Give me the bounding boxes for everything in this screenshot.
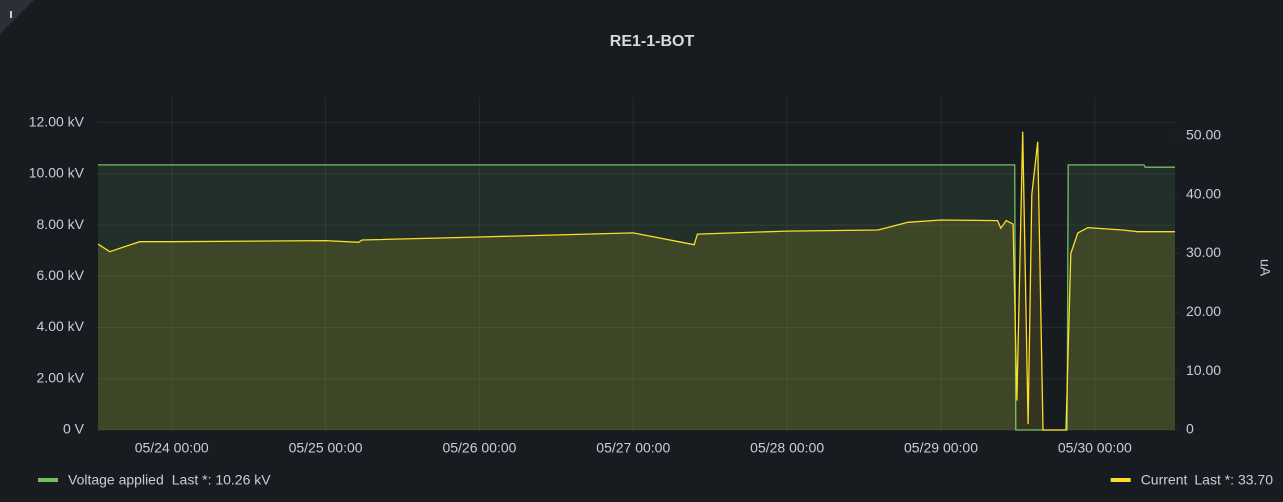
legend-name: Voltage applied [68, 472, 164, 488]
series-line [98, 164, 1175, 431]
series-area [98, 131, 1175, 430]
y2-tick-label: 20.00 [1186, 303, 1221, 319]
y2-tick-label: 30.00 [1186, 244, 1221, 260]
y-tick-label: 10.00 kV [29, 165, 85, 181]
y2-tick-label: 0 [1186, 421, 1194, 437]
y-tick-label: 6.00 kV [37, 267, 85, 283]
x-tick-label: 05/29 00:00 [904, 440, 978, 456]
legend-name: Current [1141, 472, 1188, 488]
y-tick-label: 12.00 kV [29, 113, 85, 129]
info-corner[interactable] [0, 0, 34, 34]
y-tick-label: 0 V [63, 421, 85, 437]
legend-last: Last *: 10.26 kV [172, 472, 272, 488]
x-tick-label: 05/27 00:00 [596, 440, 670, 456]
series-area [98, 164, 1175, 430]
x-tick-label: 05/25 00:00 [289, 440, 363, 456]
legend-swatch [38, 478, 58, 482]
x-tick-label: 05/24 00:00 [135, 440, 209, 456]
y2-tick-label: 50.00 [1186, 127, 1221, 143]
info-icon [10, 11, 12, 18]
y2-axis-label: uA [1257, 259, 1273, 277]
y-tick-label: 8.00 kV [37, 216, 85, 232]
series-line [97, 131, 1175, 431]
x-tick-label: 05/28 00:00 [750, 440, 824, 456]
y-tick-label: 4.00 kV [37, 318, 85, 334]
x-tick-label: 05/30 00:00 [1058, 440, 1132, 456]
y2-tick-label: 40.00 [1186, 185, 1221, 201]
legend-last: Last *: 33.70 [1194, 472, 1273, 488]
y-tick-label: 2.00 kV [37, 369, 85, 385]
x-tick-label: 05/26 00:00 [442, 440, 516, 456]
y2-tick-label: 10.00 [1186, 362, 1221, 378]
legend-swatch [1110, 478, 1131, 482]
panel-title: RE1-1-BOT [610, 33, 695, 50]
